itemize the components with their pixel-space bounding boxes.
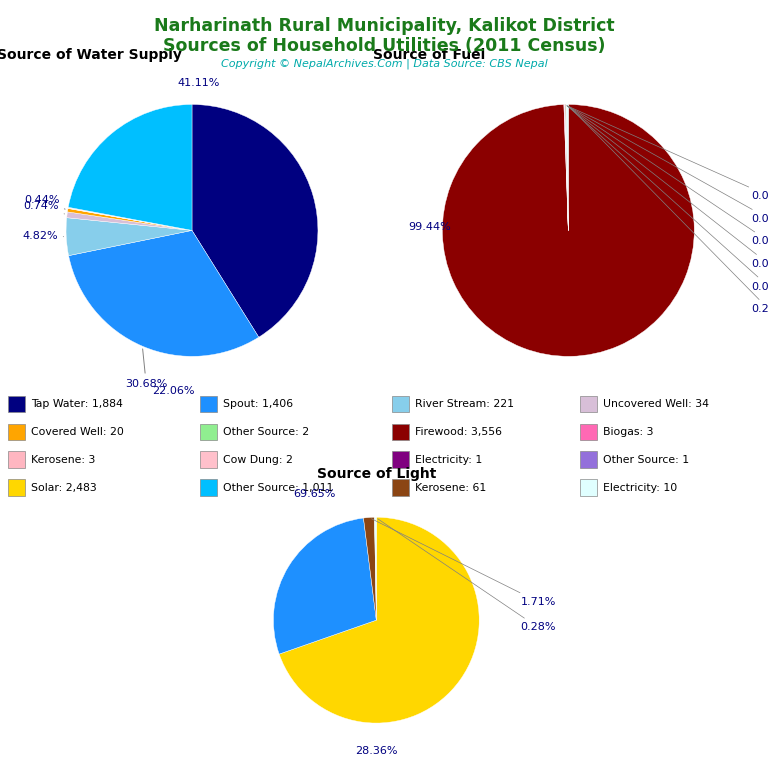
Text: 0.44%: 0.44%	[24, 195, 65, 209]
Text: Source of Water Supply: Source of Water Supply	[0, 48, 182, 62]
Text: Narharinath Rural Municipality, Kalikot District: Narharinath Rural Municipality, Kalikot …	[154, 17, 614, 35]
Text: Biogas: 3: Biogas: 3	[603, 427, 654, 437]
Bar	[392, 452, 409, 468]
Text: Solar: 2,483: Solar: 2,483	[31, 482, 97, 492]
Wedge shape	[565, 104, 568, 230]
Bar	[580, 479, 597, 496]
Wedge shape	[68, 207, 192, 230]
Text: 28.36%: 28.36%	[355, 746, 398, 756]
Text: Sources of Household Utilities (2011 Census): Sources of Household Utilities (2011 Cen…	[163, 37, 605, 55]
Bar	[8, 452, 25, 468]
Text: 0.74%: 0.74%	[23, 201, 65, 214]
Text: Copyright © NepalArchives.Com | Data Source: CBS Nepal: Copyright © NepalArchives.Com | Data Sou…	[220, 58, 548, 69]
Text: 0.06%: 0.06%	[568, 106, 768, 247]
Wedge shape	[564, 104, 568, 230]
Bar	[580, 452, 597, 468]
Text: Kerosene: 61: Kerosene: 61	[415, 482, 486, 492]
Text: 0.08%: 0.08%	[567, 106, 768, 201]
Text: 4.82%: 4.82%	[22, 231, 64, 241]
Wedge shape	[564, 104, 568, 230]
Bar	[580, 396, 597, 412]
Bar	[200, 479, 217, 496]
Wedge shape	[565, 104, 568, 230]
Wedge shape	[68, 208, 192, 230]
Wedge shape	[192, 104, 318, 337]
Wedge shape	[68, 207, 192, 230]
Text: Electricity: 1: Electricity: 1	[415, 455, 482, 465]
Wedge shape	[280, 518, 479, 723]
Text: Covered Well: 20: Covered Well: 20	[31, 427, 124, 437]
Wedge shape	[442, 104, 694, 356]
Text: Firewood: 3,556: Firewood: 3,556	[415, 427, 502, 437]
Bar	[200, 423, 217, 440]
Text: 0.03%: 0.03%	[567, 106, 768, 223]
Text: Cow Dung: 2: Cow Dung: 2	[223, 455, 293, 465]
Wedge shape	[68, 230, 259, 356]
Bar	[392, 423, 409, 440]
Wedge shape	[67, 212, 192, 230]
Text: Spout: 1,406: Spout: 1,406	[223, 399, 293, 409]
Bar	[580, 423, 597, 440]
Text: 0.08%: 0.08%	[568, 106, 768, 292]
Text: 22.06%: 22.06%	[152, 386, 194, 396]
Text: 0.28%: 0.28%	[378, 519, 556, 633]
Text: 41.11%: 41.11%	[177, 78, 220, 88]
Text: Kerosene: 3: Kerosene: 3	[31, 455, 95, 465]
Text: Uncovered Well: 34: Uncovered Well: 34	[603, 399, 709, 409]
Text: Other Source: 2: Other Source: 2	[223, 427, 309, 437]
Wedge shape	[66, 217, 192, 256]
Bar	[392, 479, 409, 496]
Text: 1.71%: 1.71%	[372, 518, 556, 607]
Text: 30.68%: 30.68%	[125, 349, 167, 389]
Bar	[8, 479, 25, 496]
Text: Tap Water: 1,884: Tap Water: 1,884	[31, 399, 123, 409]
Wedge shape	[363, 518, 376, 621]
Text: River Stream: 221: River Stream: 221	[415, 399, 514, 409]
Bar	[392, 396, 409, 412]
Wedge shape	[68, 208, 192, 230]
Text: Other Source: 1,011: Other Source: 1,011	[223, 482, 333, 492]
Text: Other Source: 1: Other Source: 1	[603, 455, 689, 465]
Wedge shape	[273, 518, 376, 654]
Wedge shape	[564, 104, 568, 230]
Bar	[8, 423, 25, 440]
Wedge shape	[375, 518, 376, 621]
Bar	[200, 452, 217, 468]
Text: 0.28%: 0.28%	[569, 107, 768, 314]
Bar	[8, 396, 25, 412]
Wedge shape	[68, 104, 192, 230]
Bar	[200, 396, 217, 412]
Text: 0.03%: 0.03%	[568, 106, 768, 269]
Text: Source of Fuel: Source of Fuel	[373, 48, 485, 62]
Title: Source of Light: Source of Light	[316, 467, 436, 481]
Wedge shape	[566, 104, 568, 230]
Text: Electricity: 10: Electricity: 10	[603, 482, 677, 492]
Text: 69.65%: 69.65%	[293, 488, 336, 498]
Text: 99.44%: 99.44%	[409, 223, 451, 233]
